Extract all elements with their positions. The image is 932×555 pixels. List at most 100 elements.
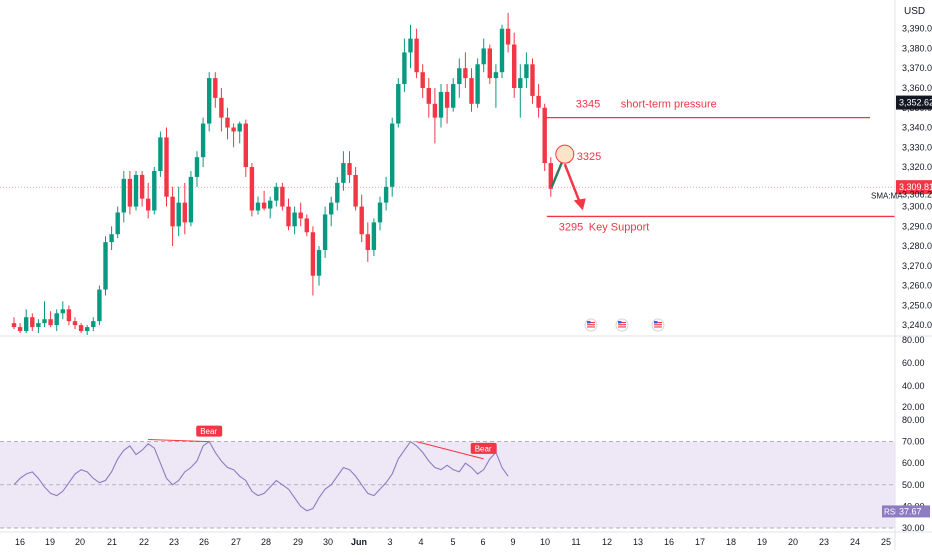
price-tick-label: 3,250.00 [902, 300, 932, 310]
rsi-pane[interactable]: Bear Bear [0, 425, 895, 529]
time-tick-label: 3 [387, 537, 392, 547]
time-tick-label: 22 [139, 537, 149, 547]
candle-body [170, 196, 175, 227]
candle [469, 68, 474, 112]
candle-body [109, 234, 114, 243]
pivot-value-label: 3325 [577, 151, 601, 163]
candle-body [463, 68, 468, 79]
candle-body [121, 178, 126, 213]
candle [213, 72, 218, 108]
candle [42, 301, 47, 328]
candle [438, 84, 444, 128]
price-badge-bg [896, 95, 932, 110]
candle [219, 87, 224, 132]
candle [170, 186, 175, 247]
candle [536, 84, 541, 118]
candle-body [24, 317, 29, 332]
rsi-tick-label: 30.00 [902, 523, 925, 533]
flag-stripe [587, 322, 595, 324]
candle-body [390, 123, 395, 187]
time-tick-label: 23 [169, 537, 179, 547]
time-tick-label: 12 [602, 537, 612, 547]
flag-stripe [654, 324, 662, 326]
candle [176, 186, 181, 237]
candle [518, 64, 523, 118]
candle [347, 151, 352, 183]
candle [188, 170, 194, 227]
us-flag-icon [651, 318, 665, 332]
candle [542, 103, 547, 171]
candle [304, 214, 309, 237]
candle-body [188, 176, 194, 223]
candle [133, 170, 139, 211]
candle-body [280, 186, 285, 207]
candle-body [432, 103, 438, 118]
candle [353, 167, 358, 211]
candle [451, 78, 456, 112]
candle-body [200, 123, 206, 158]
candle [97, 285, 102, 326]
candle-body [42, 319, 47, 324]
price-pane[interactable]: 3345 short-term pressure 3295 Key Support 33… [0, 12, 932, 337]
candle-body [11, 323, 17, 328]
time-tick-label: 4 [418, 537, 423, 547]
time-axis[interactable]: 16 19 20 21 22 23 26 27 28 29 30 Jun 3 4 5 6 9 10 11 12 13 16… [0, 531, 932, 547]
candle-body [383, 186, 389, 203]
current-price-badge-label: 3,309.81 [899, 182, 932, 192]
candle-body [60, 309, 65, 314]
candle-body [524, 64, 529, 79]
price-badge-label: 3,352.62 [899, 98, 932, 108]
candle-body [371, 222, 377, 251]
candle-body [268, 200, 273, 209]
candle-body [164, 137, 169, 197]
candle [11, 317, 17, 330]
candle [316, 246, 322, 286]
candle [54, 309, 59, 332]
price-tick-label: 3,330.00 [902, 142, 932, 152]
candle [322, 206, 328, 258]
candle [335, 176, 340, 211]
rsi-series-label: RSI [884, 507, 897, 516]
time-tick-label: 28 [261, 537, 271, 547]
candle-body [347, 163, 352, 175]
candle [524, 52, 529, 88]
candle-body [231, 127, 236, 132]
price-tick-label: 3,260.00 [902, 281, 932, 291]
price-tick-label: 3,300.00 [902, 202, 932, 212]
candle [310, 226, 316, 296]
candle [194, 151, 200, 187]
volume-tick-label: 80.00 [902, 335, 925, 345]
candle [408, 24, 413, 69]
candle [505, 12, 511, 53]
candle-body [255, 202, 261, 211]
candle [444, 84, 450, 124]
candle [365, 222, 370, 262]
price-axis[interactable]: 3,240.00 3,250.00 3,260.00 3,270.00 3,280.00… [871, 0, 932, 550]
time-tick-label: 30 [323, 537, 333, 547]
candle-body [512, 44, 517, 88]
divergence-line [416, 441, 484, 460]
candle-body [152, 170, 157, 211]
candle [493, 64, 499, 108]
resistance-text-label: short-term pressure [621, 99, 717, 111]
candle-body [469, 78, 474, 104]
candle [341, 151, 346, 191]
candle [139, 170, 145, 207]
candle [237, 121, 242, 144]
candle [85, 325, 90, 335]
bear-badge-label: Bear [200, 427, 217, 436]
candle-body [237, 123, 242, 132]
candle [225, 107, 230, 140]
candle [164, 127, 169, 207]
candle [127, 170, 133, 215]
candle-body [249, 167, 255, 211]
candle-body [438, 91, 444, 118]
time-tick-label: 21 [107, 537, 117, 547]
candle [60, 301, 65, 320]
time-tick-label: 16 [15, 537, 25, 547]
candle [255, 196, 261, 215]
time-tick-label: 20 [75, 537, 85, 547]
candle [249, 163, 255, 217]
